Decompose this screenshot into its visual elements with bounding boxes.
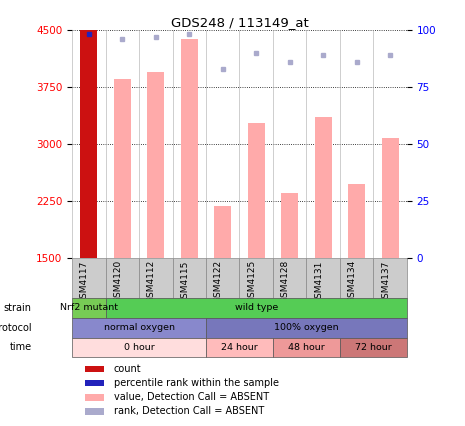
Bar	[72, 337, 206, 357]
Text: strain: strain	[4, 302, 32, 313]
Bar	[382, 138, 399, 258]
Bar	[86, 394, 104, 400]
Text: GSM4125: GSM4125	[247, 260, 256, 303]
Bar	[248, 123, 265, 258]
Text: GSM4128: GSM4128	[281, 260, 290, 303]
Text: protocol: protocol	[0, 322, 32, 333]
Text: GSM4131: GSM4131	[314, 260, 323, 304]
Bar	[315, 117, 332, 258]
Bar	[206, 258, 239, 297]
Title: GDS248 / 113149_at: GDS248 / 113149_at	[171, 16, 308, 29]
Bar	[72, 317, 206, 337]
Bar	[72, 297, 106, 317]
Text: time: time	[10, 343, 32, 352]
Bar	[273, 258, 306, 297]
Bar	[181, 39, 198, 258]
Bar	[106, 258, 139, 297]
Bar	[348, 184, 365, 258]
Text: 48 hour: 48 hour	[288, 343, 325, 352]
Text: 24 hour: 24 hour	[221, 343, 258, 352]
Bar	[173, 258, 206, 297]
Text: normal oxygen: normal oxygen	[104, 323, 174, 332]
Text: value, Detection Call = ABSENT: value, Detection Call = ABSENT	[114, 392, 269, 402]
Text: wild type: wild type	[234, 303, 278, 312]
Bar	[139, 258, 173, 297]
Text: count: count	[114, 364, 141, 374]
Text: rank, Detection Call = ABSENT: rank, Detection Call = ABSENT	[114, 406, 264, 417]
Bar	[214, 206, 231, 258]
Text: GSM4115: GSM4115	[180, 260, 189, 304]
Bar	[273, 337, 340, 357]
Bar	[114, 79, 131, 258]
Text: GSM4122: GSM4122	[214, 260, 223, 303]
Text: percentile rank within the sample: percentile rank within the sample	[114, 378, 279, 388]
Bar	[206, 317, 407, 337]
Text: 100% oxygen: 100% oxygen	[274, 323, 339, 332]
Bar	[80, 30, 97, 258]
Bar	[206, 337, 273, 357]
Bar	[147, 72, 164, 258]
Text: 0 hour: 0 hour	[124, 343, 154, 352]
Bar	[281, 193, 298, 258]
Bar	[86, 366, 104, 372]
Bar	[86, 380, 104, 386]
Text: 72 hour: 72 hour	[355, 343, 392, 352]
Bar	[86, 408, 104, 414]
Bar	[340, 258, 373, 297]
Bar	[239, 258, 273, 297]
Text: GSM4120: GSM4120	[113, 260, 122, 303]
Text: GSM4134: GSM4134	[348, 260, 357, 303]
Text: GSM4112: GSM4112	[147, 260, 156, 303]
Bar	[306, 258, 340, 297]
Text: Nrf2 mutant: Nrf2 mutant	[60, 303, 118, 312]
Bar	[340, 337, 407, 357]
Text: GSM4137: GSM4137	[381, 260, 390, 304]
Bar	[373, 258, 407, 297]
Bar	[72, 258, 106, 297]
Text: GSM4117: GSM4117	[80, 260, 89, 304]
